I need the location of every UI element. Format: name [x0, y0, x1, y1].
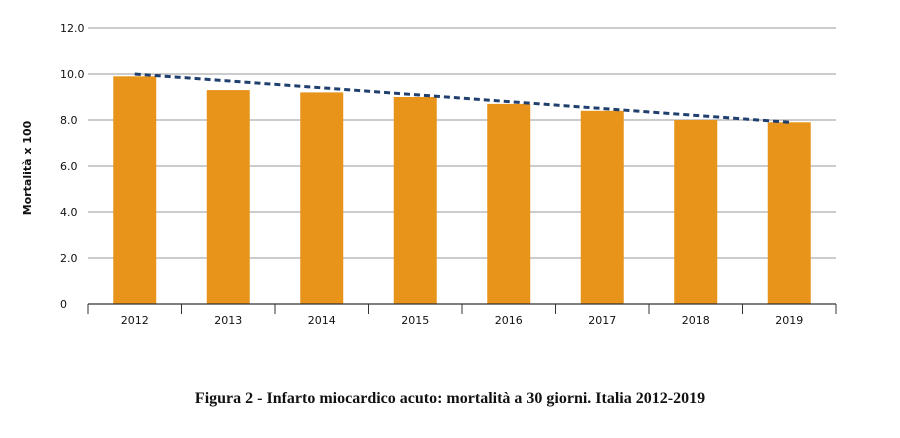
y-axis-label: Mortalità x 100: [21, 120, 34, 215]
x-tick-label: 2013: [214, 314, 242, 327]
bar-2017: [580, 110, 624, 304]
x-axis: [87, 303, 837, 314]
bars: [113, 76, 811, 305]
gridlines: [88, 27, 836, 259]
bar-chart: 02.04.06.08.010.012.0 2012 2013 2014 2015 20…: [21, 22, 837, 327]
x-tick-label: 2017: [588, 314, 616, 327]
y-tick-label: 6.0: [60, 160, 78, 173]
bar-2012: [113, 76, 157, 304]
bar-2019: [767, 122, 811, 304]
figure-caption: Figura 2 - Infarto miocardico acuto: mor…: [194, 390, 706, 407]
bar-2013: [206, 90, 250, 304]
x-tick-label: 2018: [682, 314, 710, 327]
y-tick-label: 0: [60, 298, 67, 311]
x-tick-label: 2019: [775, 314, 803, 327]
x-tick-label: 2014: [308, 314, 336, 327]
y-tick-label: 4.0: [60, 206, 78, 219]
y-tick-label: 10.0: [60, 68, 85, 81]
y-tick-label: 12.0: [60, 22, 85, 35]
bar-2015: [393, 97, 437, 304]
x-tick-label: 2015: [401, 314, 429, 327]
y-tick-label: 8.0: [60, 114, 78, 127]
y-tick-labels: 0 2.0 4.0 6.0 8.0 10.0 12.0: [60, 22, 85, 311]
bar-2016: [487, 103, 531, 305]
bar-2018: [674, 120, 718, 304]
y-tick-label: 2.0: [60, 252, 78, 265]
x-tick-label: 2016: [495, 314, 523, 327]
bar-2014: [300, 92, 344, 305]
x-tick-label: 2012: [121, 314, 149, 327]
x-tick-labels: 2012 2013 2014 2015 2016 2017 2018 2019: [121, 314, 804, 327]
